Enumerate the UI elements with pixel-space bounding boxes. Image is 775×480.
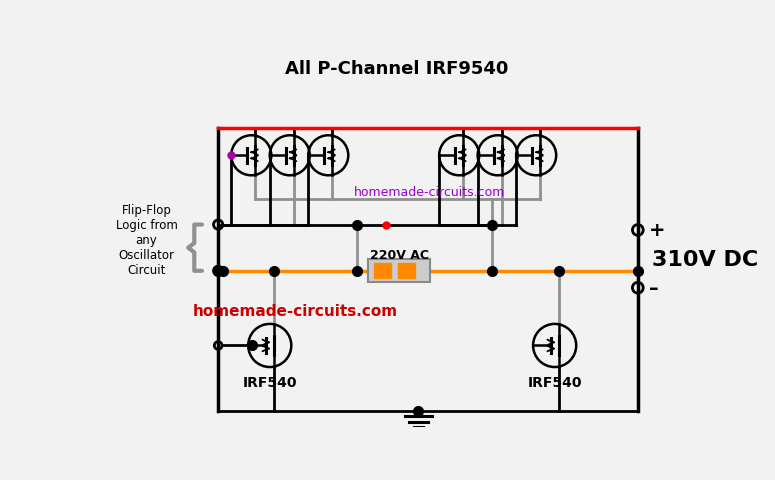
Text: +: + [649, 221, 665, 240]
Text: homemade-circuits.com: homemade-circuits.com [193, 304, 398, 319]
Bar [398, 264, 415, 279]
Text: 220V AC: 220V AC [370, 249, 429, 262]
Text: –: – [649, 278, 658, 298]
Text: IRF540: IRF540 [528, 375, 582, 389]
Text: IRF540: IRF540 [243, 375, 297, 389]
Text: Flip-Flop
Logic from
any
Oscillator
Circuit: Flip-Flop Logic from any Oscillator Circ… [115, 204, 177, 277]
Bar [368, 260, 430, 283]
Bar [374, 264, 391, 279]
Text: All P-Channel IRF9540: All P-Channel IRF9540 [285, 60, 508, 78]
Text: 310V DC: 310V DC [652, 249, 758, 269]
Text: homemade-circuits.com: homemade-circuits.com [354, 186, 505, 199]
